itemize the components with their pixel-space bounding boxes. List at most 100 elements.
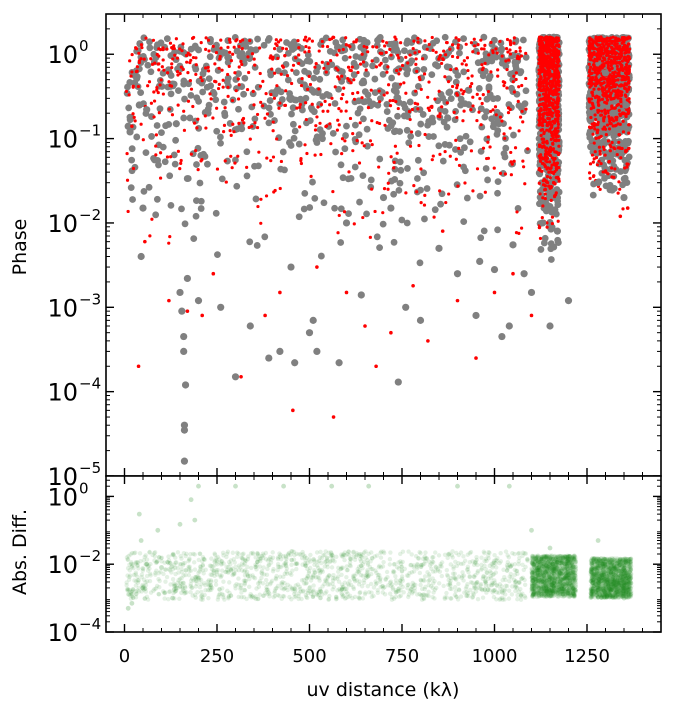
point <box>499 584 504 589</box>
point <box>374 101 382 109</box>
point <box>217 591 223 597</box>
point <box>389 53 393 57</box>
point <box>197 569 202 574</box>
point <box>464 63 468 67</box>
point <box>192 552 197 557</box>
point <box>545 160 549 164</box>
point <box>597 35 601 40</box>
point <box>231 373 240 381</box>
point <box>129 591 134 597</box>
point <box>479 567 484 572</box>
point <box>505 101 513 108</box>
point <box>476 257 484 266</box>
point <box>521 120 525 124</box>
point <box>234 550 240 555</box>
y-tick-exponent: −4 <box>79 375 101 393</box>
point <box>296 39 300 43</box>
point <box>328 559 333 564</box>
point <box>253 596 259 602</box>
point <box>599 45 603 50</box>
point <box>173 555 178 560</box>
point <box>233 161 237 165</box>
point <box>604 42 608 46</box>
point <box>540 63 544 67</box>
point <box>284 76 292 84</box>
point <box>360 115 367 123</box>
point <box>356 91 360 95</box>
point <box>606 181 614 189</box>
point <box>128 561 134 566</box>
point <box>294 561 300 567</box>
point <box>462 109 466 113</box>
point <box>588 162 593 166</box>
point <box>273 575 278 581</box>
point <box>404 91 408 95</box>
point <box>228 40 232 44</box>
point <box>134 47 139 51</box>
point <box>456 49 463 57</box>
point <box>311 583 316 588</box>
phase-dense-band <box>537 35 561 241</box>
point <box>279 159 284 164</box>
point <box>158 83 162 87</box>
point <box>550 215 555 219</box>
point <box>614 115 618 119</box>
point <box>291 408 295 413</box>
point <box>557 151 561 155</box>
point <box>624 87 628 91</box>
point <box>444 567 450 573</box>
point <box>467 550 473 556</box>
point <box>272 88 280 96</box>
point <box>404 191 408 195</box>
point <box>185 60 189 64</box>
point <box>617 60 622 64</box>
point <box>221 49 229 57</box>
point <box>131 550 137 556</box>
point <box>314 62 318 66</box>
point <box>125 151 129 156</box>
point <box>401 47 408 55</box>
point <box>551 142 555 146</box>
point <box>128 59 132 63</box>
point <box>366 551 371 557</box>
point <box>608 36 612 41</box>
point <box>194 56 198 60</box>
point <box>546 123 550 128</box>
point <box>548 160 552 164</box>
point <box>396 560 401 565</box>
point <box>131 166 136 171</box>
point <box>510 131 517 139</box>
point <box>433 97 437 101</box>
point <box>473 586 479 591</box>
point <box>125 178 130 182</box>
point <box>592 141 596 145</box>
point <box>147 80 152 84</box>
point <box>523 182 527 186</box>
point <box>265 558 271 563</box>
point <box>344 43 348 47</box>
point <box>337 161 345 169</box>
point <box>337 213 341 218</box>
point <box>601 56 606 60</box>
point <box>360 96 364 100</box>
point <box>591 132 595 136</box>
point <box>522 87 530 95</box>
point <box>182 591 187 596</box>
point <box>590 153 595 157</box>
point <box>412 184 416 188</box>
point <box>227 580 232 585</box>
point <box>200 597 205 602</box>
phase-data-marks <box>123 33 633 465</box>
point <box>303 57 311 65</box>
point <box>330 556 335 561</box>
point <box>369 550 374 555</box>
point <box>397 166 405 174</box>
point <box>258 46 262 50</box>
point <box>218 574 224 580</box>
y-tick-base: 10 <box>47 210 78 238</box>
point <box>547 256 555 263</box>
point <box>448 578 453 584</box>
point <box>144 61 152 69</box>
point <box>339 174 347 182</box>
point <box>148 234 152 238</box>
